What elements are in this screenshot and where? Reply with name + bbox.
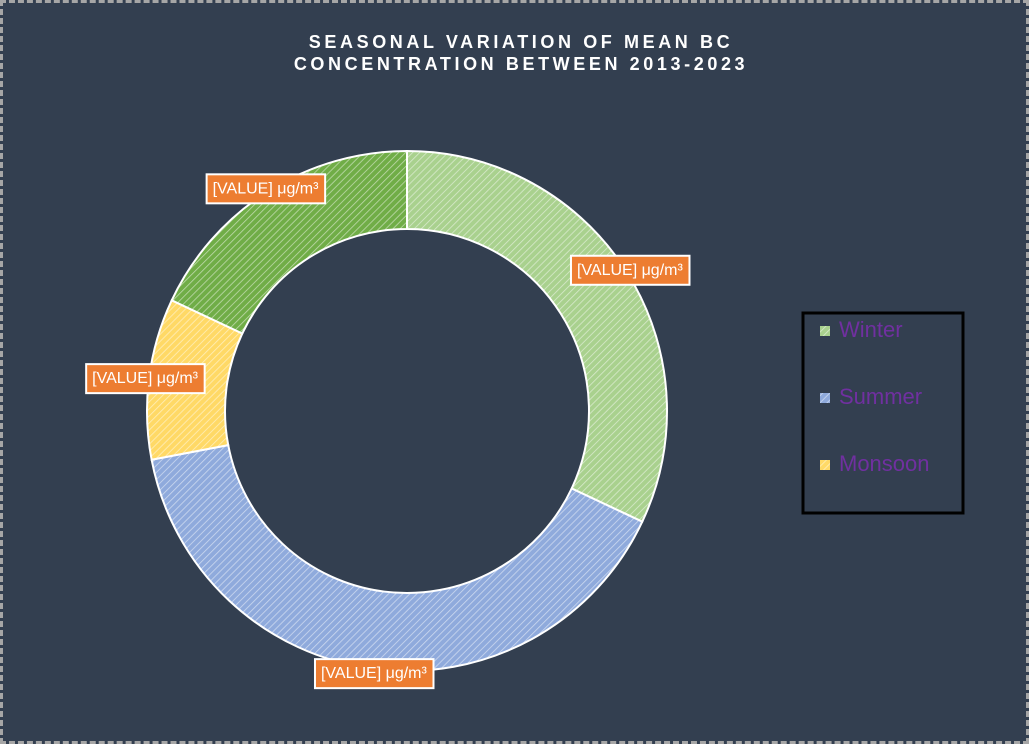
donut-slice (150, 443, 644, 672)
donut-slice (406, 149, 668, 524)
legend-label: Summer (839, 384, 922, 409)
legend-swatch (820, 393, 830, 403)
plot: [VALUE] μg/m³ [VALUE] μg/m³ [VALUE] μg/m³ [… (85, 149, 965, 690)
data-label-text: [VALUE] μg/m³ (213, 180, 320, 197)
data-label-text: [VALUE] μg/m³ (321, 665, 428, 682)
data-label-text: [VALUE] μg/m³ (577, 262, 684, 279)
data-label-text: [VALUE] μg/m³ (92, 370, 199, 387)
data-label-box (85, 363, 206, 395)
legend-box (801, 311, 965, 515)
legend-label: Winter (839, 317, 903, 342)
data-label: [VALUE] μg/m³ (85, 363, 206, 395)
data-label-box (569, 254, 691, 286)
data-label-box (205, 173, 327, 205)
data-label: [VALUE] μg/m³ (569, 254, 691, 286)
donut-slice (170, 149, 408, 335)
legend-swatch (820, 460, 830, 470)
chart-title: SEASONAL VARIATION OF MEAN BC CONCENTRAT… (293, 32, 749, 74)
data-label: [VALUE] μg/m³ (313, 658, 435, 690)
legend-label: Monsoon (839, 451, 930, 476)
data-label-box (313, 658, 435, 690)
data-label: [VALUE] μg/m³ (205, 173, 327, 205)
legend-swatch (820, 326, 830, 336)
